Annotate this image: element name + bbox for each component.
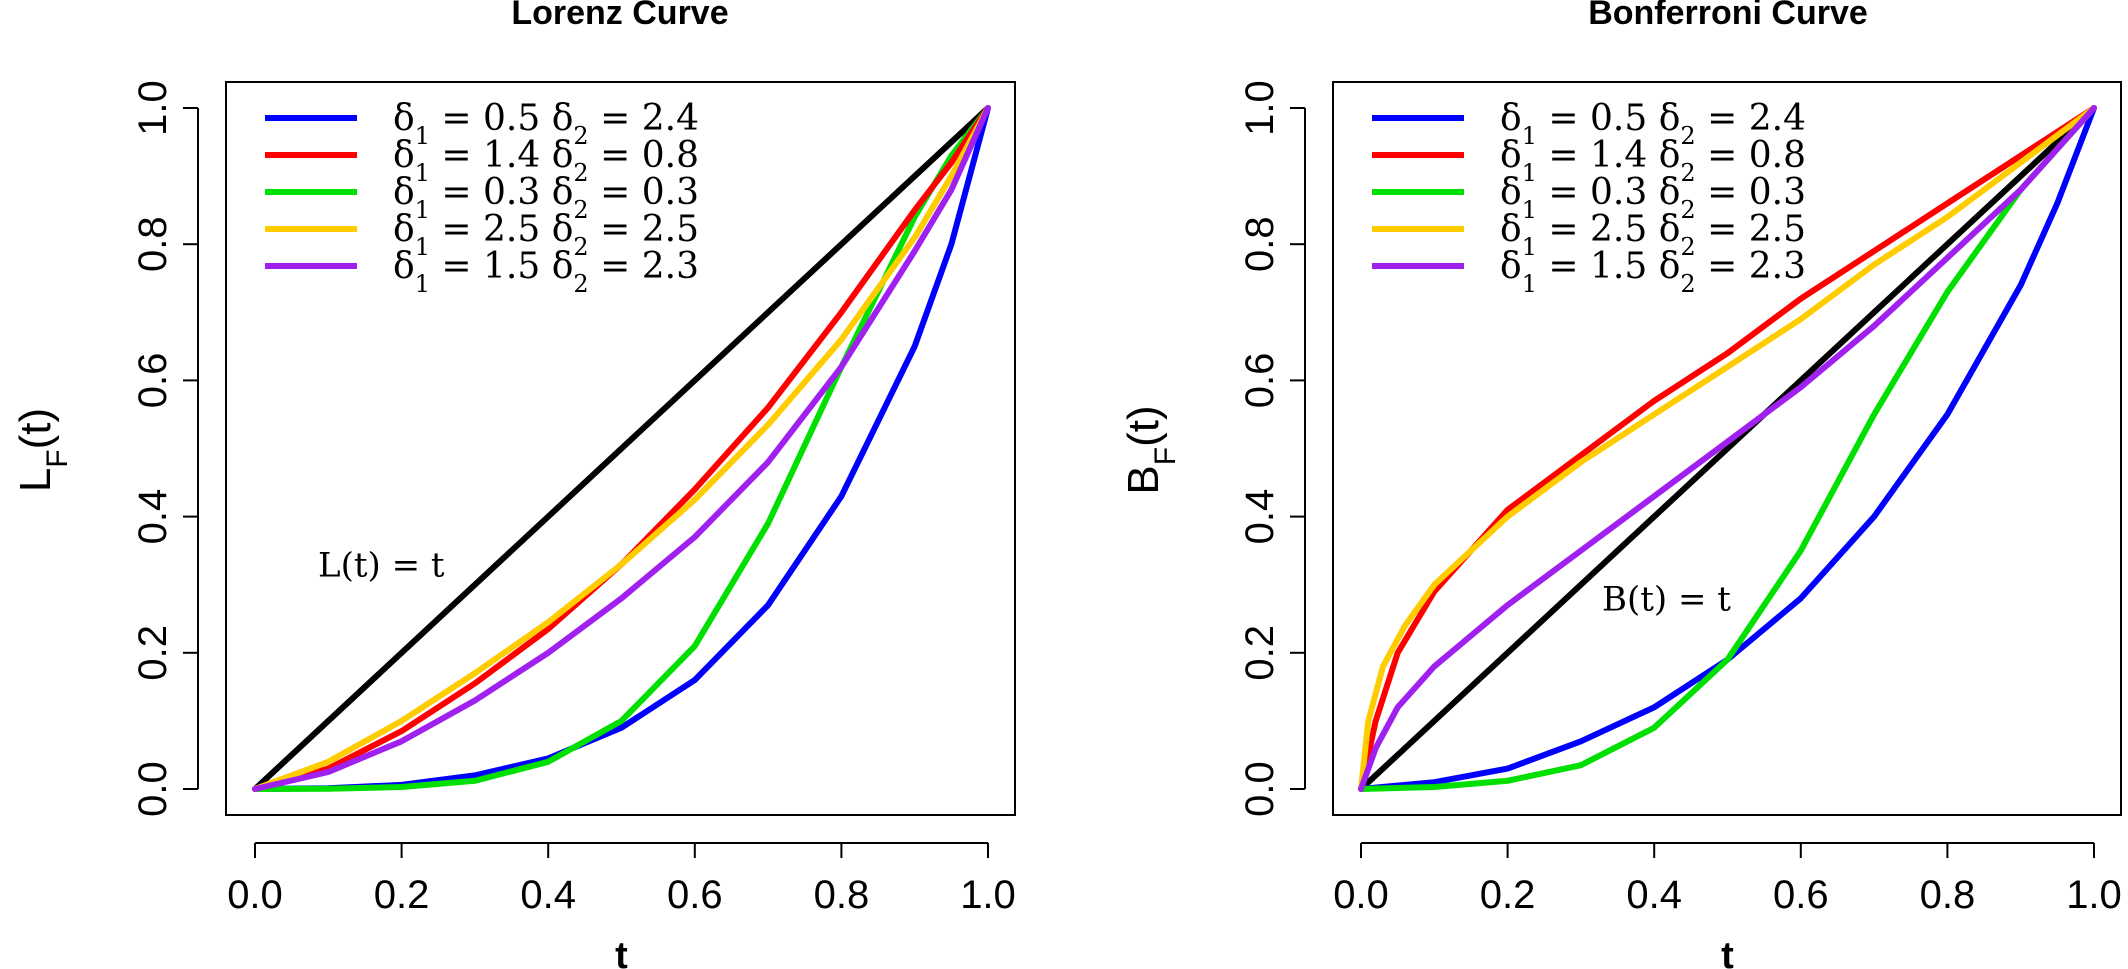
legend-label: δ1 = 0.3 δ2 = 0.3: [1500, 172, 1806, 224]
x-tick-label: 0.0: [227, 873, 283, 917]
legend-item: δ1 = 0.3 δ2 = 0.3: [1372, 172, 1806, 224]
legend-item: δ1 = 0.3 δ2 = 0.3: [265, 172, 699, 224]
x-axis-label: t: [1721, 935, 1734, 969]
legend-label: δ1 = 2.5 δ2 = 2.5: [393, 209, 699, 261]
legend-item: δ1 = 1.5 δ2 = 2.3: [265, 246, 699, 298]
y-axis-label-suffix: (t): [11, 408, 60, 450]
x-tick-label: 0.2: [374, 873, 430, 917]
legend-label: δ1 = 2.5 δ2 = 2.5: [1500, 209, 1806, 261]
y-axis-label: LF(t): [11, 408, 74, 492]
legend-item: δ1 = 1.5 δ2 = 2.3: [1372, 246, 1806, 298]
y-tick-label: 0.0: [131, 761, 175, 817]
y-tick-label: 0.6: [1238, 353, 1282, 409]
x-tick-label: 0.4: [520, 873, 576, 917]
y-tick-label: 0.8: [1238, 216, 1282, 272]
y-axis-label-subscript: F: [1149, 447, 1182, 465]
y-tick-label: 0.8: [131, 216, 175, 272]
legend-item: δ1 = 0.5 δ2 = 2.4: [265, 98, 699, 150]
y-tick-label: 0.4: [131, 489, 175, 545]
chart-panel-1: Lorenz Curve 0.0 0.2 0.4 0.6 0.8 1.0 t 0.0 0.2 0.4…: [11, 0, 1016, 969]
series-line: [252, 105, 991, 792]
x-tick-label: 0.6: [1773, 873, 1829, 917]
chart-title: Bonferroni Curve: [1588, 0, 1868, 32]
x-tick-label: 0.4: [1626, 873, 1682, 917]
plot-frame: [225, 81, 1016, 816]
plot-frame: [1332, 81, 2122, 816]
legend-label: δ1 = 0.5 δ2 = 2.4: [1500, 98, 1806, 150]
y-tick-label: 0.4: [1238, 489, 1282, 545]
legend: δ1 = 0.5 δ2 = 2.4δ1 = 1.4 δ2 = 0.8δ1 = 0…: [265, 98, 699, 298]
reference-line: [1358, 105, 2097, 792]
legend-label: δ1 = 1.4 δ2 = 0.8: [393, 135, 699, 187]
series-lines: [1358, 105, 2097, 792]
y-axis-label-suffix: (t): [1119, 405, 1168, 447]
series-line: [1358, 105, 2097, 792]
series-line: [1358, 105, 2097, 792]
x-axis-label: t: [615, 935, 628, 969]
series-line: [252, 105, 991, 792]
y-tick-label: 0.0: [1238, 761, 1282, 817]
y-tick-label: 0.6: [131, 353, 175, 409]
y-axis: 0.0 0.2 0.4 0.6 0.8 1.0: [131, 80, 199, 817]
y-axis-label-subscript: F: [41, 449, 74, 467]
x-tick-label: 0.8: [814, 873, 870, 917]
x-tick-label: 1.0: [960, 873, 1016, 917]
series-line: [1358, 105, 2097, 792]
legend: δ1 = 0.5 δ2 = 2.4δ1 = 1.4 δ2 = 0.8δ1 = 0…: [1372, 98, 1806, 298]
y-tick-label: 1.0: [131, 80, 175, 136]
x-tick-label: 0.2: [1480, 873, 1536, 917]
series-line: [252, 105, 991, 792]
y-tick-label: 1.0: [1238, 80, 1282, 136]
y-tick-label: 0.2: [131, 625, 175, 681]
reference-line-label: L(t) = t: [318, 545, 445, 585]
y-tick-label: 0.2: [1238, 625, 1282, 681]
series-line: [1358, 105, 2097, 792]
chart-title: Lorenz Curve: [511, 0, 728, 32]
legend-label: δ1 = 1.4 δ2 = 0.8: [1500, 135, 1806, 187]
x-tick-label: 1.0: [2066, 873, 2122, 917]
x-tick-label: 0.6: [667, 873, 723, 917]
legend-item: δ1 = 2.5 δ2 = 2.5: [1372, 209, 1806, 261]
y-axis: 0.0 0.2 0.4 0.6 0.8 1.0: [1238, 80, 1306, 817]
legend-item: δ1 = 0.5 δ2 = 2.4: [1372, 98, 1806, 150]
reference-line-label: B(t) = t: [1602, 579, 1731, 619]
reference-line: [252, 105, 991, 792]
x-tick-label: 0.8: [1920, 873, 1976, 917]
legend-item: δ1 = 1.4 δ2 = 0.8: [1372, 135, 1806, 187]
series-lines: [252, 105, 991, 792]
y-axis-label-main: L: [11, 468, 60, 492]
legend-label: δ1 = 1.5 δ2 = 2.3: [393, 246, 699, 298]
y-axis-label: BF(t): [1119, 405, 1182, 494]
legend-label: δ1 = 1.5 δ2 = 2.3: [1500, 246, 1806, 298]
y-axis-label-main: B: [1119, 465, 1168, 494]
legend-label: δ1 = 0.5 δ2 = 2.4: [393, 98, 699, 150]
legend-item: δ1 = 1.4 δ2 = 0.8: [265, 135, 699, 187]
x-tick-label: 0.0: [1333, 873, 1389, 917]
x-axis: 0.0 0.2 0.4 0.6 0.8 1.0: [1333, 842, 2122, 917]
legend-item: δ1 = 2.5 δ2 = 2.5: [265, 209, 699, 261]
legend-label: δ1 = 0.3 δ2 = 0.3: [393, 172, 699, 224]
x-axis: 0.0 0.2 0.4 0.6 0.8 1.0: [227, 842, 1016, 917]
